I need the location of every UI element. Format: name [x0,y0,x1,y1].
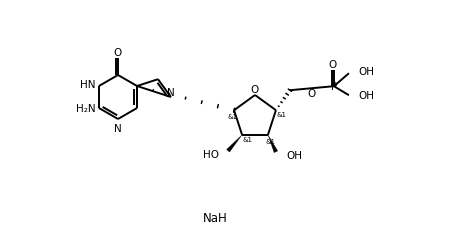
Text: OH: OH [357,67,373,77]
Text: O: O [328,60,336,70]
Text: OH: OH [357,91,373,101]
Text: O: O [250,85,258,95]
Text: &1: &1 [276,112,286,118]
Text: OH: OH [285,151,301,161]
Text: H₂N: H₂N [76,104,96,114]
Text: N: N [167,88,175,98]
Text: HN: HN [80,80,96,90]
Polygon shape [226,135,242,152]
Text: HO: HO [202,150,219,160]
Text: &1: &1 [265,139,275,145]
Polygon shape [267,135,277,153]
Text: &1: &1 [242,137,252,143]
Text: P: P [330,82,336,92]
Text: &1: &1 [226,114,237,120]
Text: N: N [114,124,122,134]
Text: O: O [307,89,315,99]
Text: O: O [114,48,122,58]
Text: NaH: NaH [202,211,227,225]
